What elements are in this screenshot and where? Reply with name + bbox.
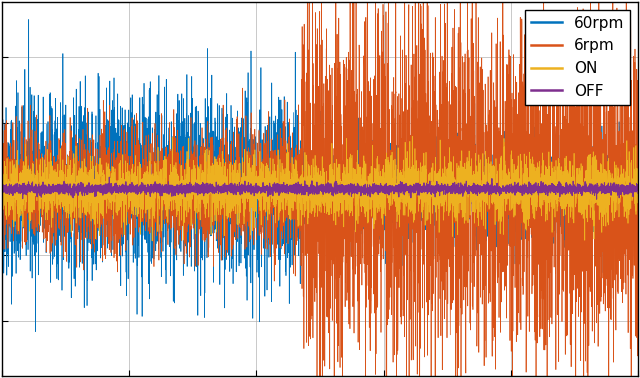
ON — [148, 239, 156, 243]
Line: 60rpm: 60rpm — [2, 20, 638, 332]
6rpm — [634, 133, 640, 138]
Line: ON: ON — [2, 136, 638, 241]
60rpm — [634, 209, 640, 214]
ON — [412, 193, 420, 198]
60rpm — [380, 237, 387, 242]
ON — [0, 197, 6, 202]
ON — [473, 163, 481, 168]
OFF — [521, 184, 529, 189]
Line: OFF: OFF — [2, 177, 638, 199]
OFF — [634, 191, 640, 195]
6rpm — [114, 139, 122, 144]
ON — [380, 206, 387, 210]
OFF — [106, 175, 113, 180]
6rpm — [521, 142, 529, 146]
6rpm — [380, 49, 387, 53]
60rpm — [521, 146, 529, 150]
60rpm — [25, 17, 33, 22]
6rpm — [241, 247, 249, 252]
ON — [634, 189, 640, 194]
OFF — [241, 189, 249, 194]
ON — [408, 134, 416, 138]
6rpm — [473, 198, 481, 202]
60rpm — [241, 159, 249, 163]
ON — [114, 195, 122, 200]
OFF — [593, 197, 600, 201]
6rpm — [412, 344, 420, 349]
60rpm — [114, 200, 122, 205]
Legend: 60rpm, 6rpm, ON, OFF: 60rpm, 6rpm, ON, OFF — [525, 10, 630, 105]
60rpm — [0, 165, 6, 169]
60rpm — [412, 159, 420, 163]
OFF — [380, 184, 387, 189]
OFF — [473, 189, 481, 194]
ON — [521, 191, 529, 195]
OFF — [114, 187, 122, 192]
60rpm — [31, 329, 39, 334]
OFF — [412, 189, 420, 193]
ON — [241, 207, 249, 212]
6rpm — [0, 199, 6, 203]
60rpm — [473, 240, 481, 245]
OFF — [0, 187, 6, 192]
